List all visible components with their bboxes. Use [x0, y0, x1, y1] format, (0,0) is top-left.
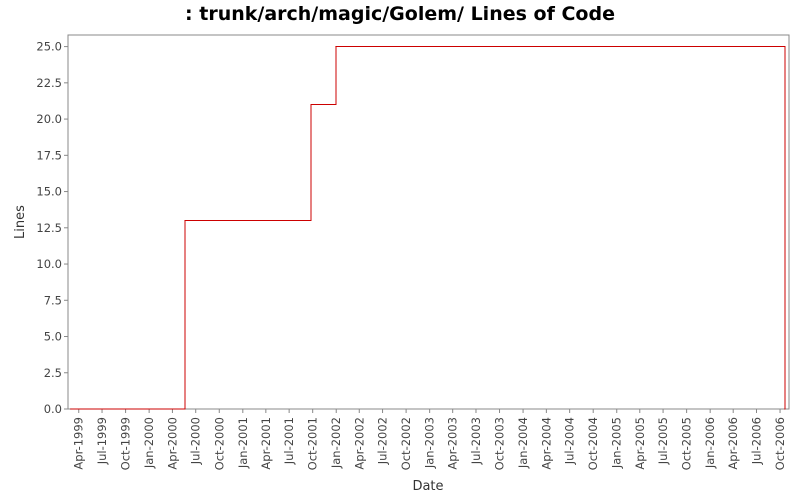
x-tick-label: Oct-2004	[586, 417, 600, 470]
y-tick-label: 5.0	[44, 330, 62, 344]
y-tick-label: 7.5	[44, 293, 62, 307]
x-axis: Apr-1999 Jul-1999 Oct-1999 Jan-2000 Apr-2000…	[72, 409, 787, 470]
y-tick-label: 25.0	[36, 40, 62, 54]
y-tick-label: 10.0	[36, 257, 62, 271]
x-tick-label: Oct-2006	[773, 417, 787, 470]
x-tick-label: Jan-2000	[142, 417, 156, 469]
x-tick-label: Jan-2002	[329, 417, 343, 469]
x-tick-label: Oct-2002	[399, 417, 413, 470]
x-tick-label: Jan-2005	[610, 417, 624, 469]
x-tick-label: Oct-2000	[212, 417, 226, 470]
x-tick-label: Apr-2000	[165, 417, 179, 470]
y-tick-label: 15.0	[36, 185, 62, 199]
data-point	[70, 408, 72, 410]
series-layer	[70, 45, 786, 410]
x-tick-label: Oct-1999	[119, 417, 133, 470]
x-tick-label: Oct-2001	[306, 417, 320, 470]
x-tick-label: Jul-1999	[95, 417, 109, 465]
x-tick-label: Jan-2001	[236, 417, 250, 469]
x-tick-label: Jan-2004	[516, 417, 530, 469]
plot-area	[67, 34, 790, 410]
x-tick-label: Jul-2005	[656, 417, 670, 465]
y-tick-label: 22.5	[36, 76, 62, 90]
chart-title: : trunk/arch/magic/Golem/ Lines of Code	[185, 3, 615, 25]
x-tick-label: Oct-2003	[493, 417, 507, 470]
data-point	[335, 45, 337, 48]
y-tick-label: 20.0	[36, 112, 62, 126]
y-tick-label: 0.0	[44, 402, 62, 416]
x-tick-label: Jul-2004	[563, 417, 577, 465]
x-tick-label: Oct-2005	[680, 417, 694, 470]
x-tick-label: Apr-2005	[633, 417, 647, 470]
x-tick-label: Jan-2003	[423, 417, 437, 469]
x-tick-label: Jan-2006	[703, 417, 717, 469]
x-tick-label: Apr-1999	[72, 417, 86, 470]
data-point	[784, 408, 786, 410]
x-tick-label: Jul-2001	[282, 417, 296, 465]
y-tick-label: 2.5	[44, 366, 62, 380]
y-axis: 0.0 2.5 5.0 7.5 10.0 12.5 15.0 17.5 20.0 22.5 25.0	[36, 40, 68, 416]
x-tick-label: Apr-2002	[352, 417, 366, 470]
x-tick-label: Jul-2006	[749, 417, 763, 465]
y-axis-title: Lines	[13, 205, 28, 239]
x-tick-label: Apr-2001	[259, 417, 273, 470]
x-tick-label: Apr-2003	[446, 417, 460, 470]
x-tick-label: Apr-2004	[539, 417, 553, 470]
x-tick-label: Jul-2002	[376, 417, 390, 465]
x-tick-label: Jul-2003	[469, 417, 483, 465]
x-axis-title: Date	[412, 479, 443, 494]
data-point	[184, 219, 186, 222]
data-point	[310, 103, 312, 106]
x-tick-label: Apr-2006	[726, 417, 740, 470]
y-tick-label: 17.5	[36, 148, 62, 162]
x-tick-label: Jul-2000	[189, 417, 203, 465]
y-tick-label: 12.5	[36, 221, 62, 235]
